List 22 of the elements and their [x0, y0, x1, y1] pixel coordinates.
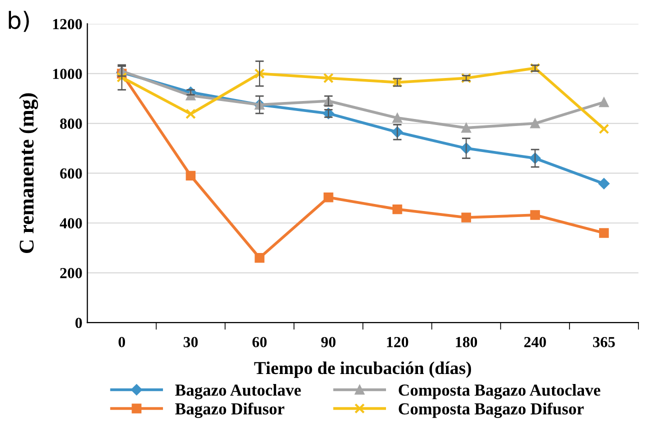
x-tick-label: 60 — [252, 336, 267, 348]
y-tick-label: 1200 — [53, 18, 82, 30]
x-axis-title: Tiempo de incubación (días) — [254, 361, 472, 378]
x-tick-label: 365 — [593, 336, 615, 348]
y-tick-label: 0 — [75, 318, 82, 328]
x-tick-label: 30 — [184, 336, 198, 348]
x-tick-label: 120 — [387, 336, 408, 348]
x-tick-label: 90 — [321, 336, 336, 348]
x-tick-label: 180 — [456, 336, 478, 348]
legend-label: Bagazo Difusor — [175, 402, 284, 418]
legend-label: Composta Bagazo Autoclave — [398, 384, 600, 400]
y-tick-label: 1000 — [53, 68, 82, 80]
y-tick-label: 800 — [60, 118, 82, 129]
y-tick-label: 600 — [60, 168, 82, 179]
y-tick-label: 400 — [60, 218, 82, 228]
text: b) — [8, 10, 29, 32]
x-tick-label: 240 — [524, 336, 546, 348]
legend-label: Composta Bagazo Difusor — [398, 402, 584, 418]
legend-label: Bagazo Autoclave — [175, 384, 301, 400]
y-tick-label: 200 — [60, 268, 82, 278]
y-axis-title: C remanente (mg) — [19, 93, 38, 253]
x-tick-label: 0 — [118, 336, 126, 348]
